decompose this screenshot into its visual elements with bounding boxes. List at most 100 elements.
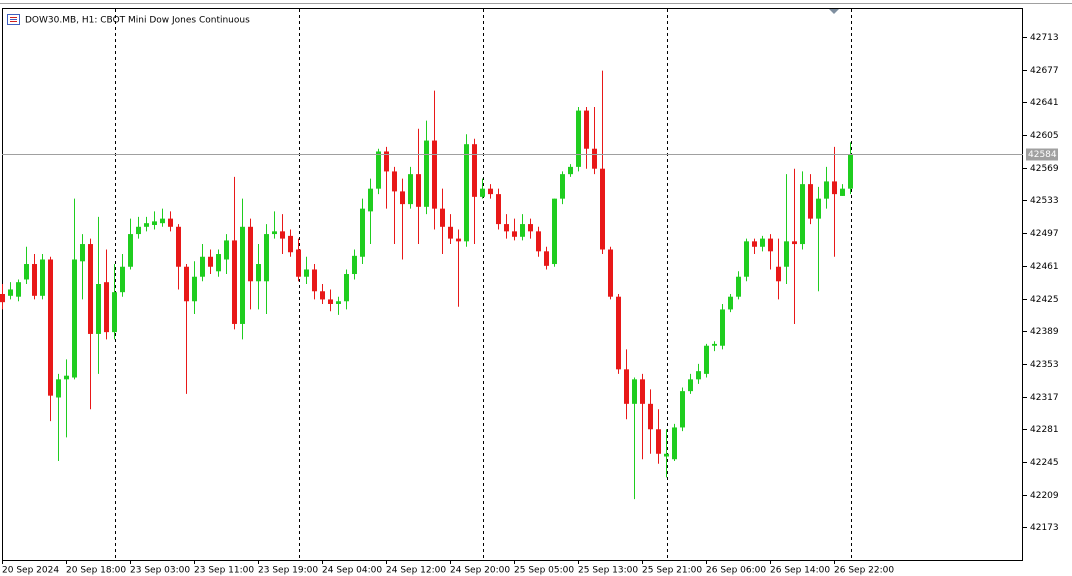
candle-body	[544, 251, 549, 266]
x-tick-label: 20 Sep 18:00	[66, 566, 126, 576]
candle-body	[648, 403, 653, 430]
candle-body	[664, 453, 669, 457]
x-tick-label: 26 Sep 22:00	[834, 566, 894, 576]
candle-body	[792, 241, 797, 245]
candle-body	[104, 282, 109, 333]
candle-body	[520, 224, 525, 237]
x-tick-label: 23 Sep 03:00	[130, 566, 190, 576]
candle-body	[536, 231, 541, 252]
candle-body	[816, 198, 821, 219]
candle-body	[440, 208, 445, 227]
candle-body	[264, 234, 269, 282]
candle-body	[752, 241, 757, 247]
candle-body	[8, 289, 13, 296]
y-tick-label: 42425	[1030, 295, 1059, 305]
candle-body	[736, 276, 741, 297]
candle-body	[24, 264, 29, 280]
candle-body	[296, 249, 301, 277]
y-tick-label: 42245	[1030, 458, 1059, 468]
candle-body	[456, 238, 461, 242]
y-tick-label: 42281	[1030, 425, 1059, 435]
candle-body	[248, 226, 253, 282]
candle-body	[576, 110, 581, 167]
candle-body	[784, 241, 789, 267]
y-tick-label: 42461	[1030, 262, 1059, 272]
symbol-icon	[7, 14, 20, 25]
x-tick-label: 23 Sep 11:00	[194, 566, 254, 576]
candle-body	[152, 221, 157, 225]
candle-body	[344, 274, 349, 302]
candle-body	[288, 235, 293, 253]
candle-body	[488, 188, 493, 195]
candle-body	[336, 301, 341, 304]
candle-body	[168, 218, 173, 227]
y-tick-label: 42209	[1030, 491, 1059, 501]
y-tick-label: 42353	[1030, 360, 1059, 370]
candle-body	[808, 184, 813, 219]
x-tick-label: 25 Sep 13:00	[578, 566, 638, 576]
candle-body	[616, 296, 621, 370]
x-tick-label: 24 Sep 20:00	[450, 566, 510, 576]
candle-body	[720, 309, 725, 346]
candle-body	[88, 244, 93, 334]
candle-body	[392, 171, 397, 192]
candle-body	[688, 379, 693, 392]
candle-body	[824, 181, 829, 199]
candle-body	[128, 234, 133, 267]
candle-body	[304, 269, 309, 277]
candle-body	[368, 188, 373, 212]
candle-body	[672, 427, 677, 460]
candle-body	[64, 375, 69, 380]
candle-body	[776, 266, 781, 282]
period-separators	[115, 9, 852, 560]
candle-body	[480, 188, 485, 197]
candle-body	[800, 184, 805, 245]
y-tick-label: 42677	[1030, 66, 1059, 76]
candle-body	[712, 343, 717, 346]
chart-title: DOW30.MB, H1: CBOT Mini Dow Jones Contin…	[25, 16, 250, 26]
candle-body	[0, 293, 5, 303]
candle-body	[56, 379, 61, 398]
candle-body	[328, 299, 333, 304]
y-tick-label: 42713	[1030, 33, 1059, 43]
candle-body	[352, 255, 357, 275]
candle-body	[184, 266, 189, 302]
y-tick-label: 42605	[1030, 131, 1059, 141]
x-tick-label: 24 Sep 12:00	[386, 566, 446, 576]
x-tick-label: 25 Sep 21:00	[642, 566, 702, 576]
candle-body	[400, 191, 405, 205]
candle-body	[320, 291, 325, 300]
candle-body	[240, 226, 245, 324]
candle-body	[560, 174, 565, 199]
candle-body	[504, 224, 509, 232]
candle-body	[472, 144, 477, 197]
candle-body	[48, 259, 53, 396]
candle-body	[96, 284, 101, 334]
candle-body	[840, 188, 845, 196]
x-tick-label: 26 Sep 14:00	[770, 566, 830, 576]
candle-body	[728, 296, 733, 310]
candle-body	[704, 345, 709, 374]
candle-body	[136, 226, 141, 235]
candle-body	[72, 259, 77, 378]
candle-body	[312, 269, 317, 292]
candle-body	[640, 379, 645, 404]
candle-body	[512, 231, 517, 237]
y-tick-label: 42497	[1030, 229, 1059, 239]
y-tick-label: 42173	[1030, 523, 1059, 533]
candle-body	[496, 194, 501, 225]
candle-body	[360, 208, 365, 257]
candle-body	[632, 379, 637, 404]
candle-body	[528, 224, 533, 232]
candle-body	[256, 264, 261, 282]
candle-body	[424, 140, 429, 207]
x-tick-label: 24 Sep 04:00	[322, 566, 382, 576]
candle-body	[656, 429, 661, 454]
shift-marker	[829, 9, 839, 14]
candle-body	[176, 226, 181, 267]
y-tick-label: 42317	[1030, 393, 1059, 403]
y-tick-label: 42533	[1030, 196, 1059, 206]
candle-body	[696, 371, 701, 380]
